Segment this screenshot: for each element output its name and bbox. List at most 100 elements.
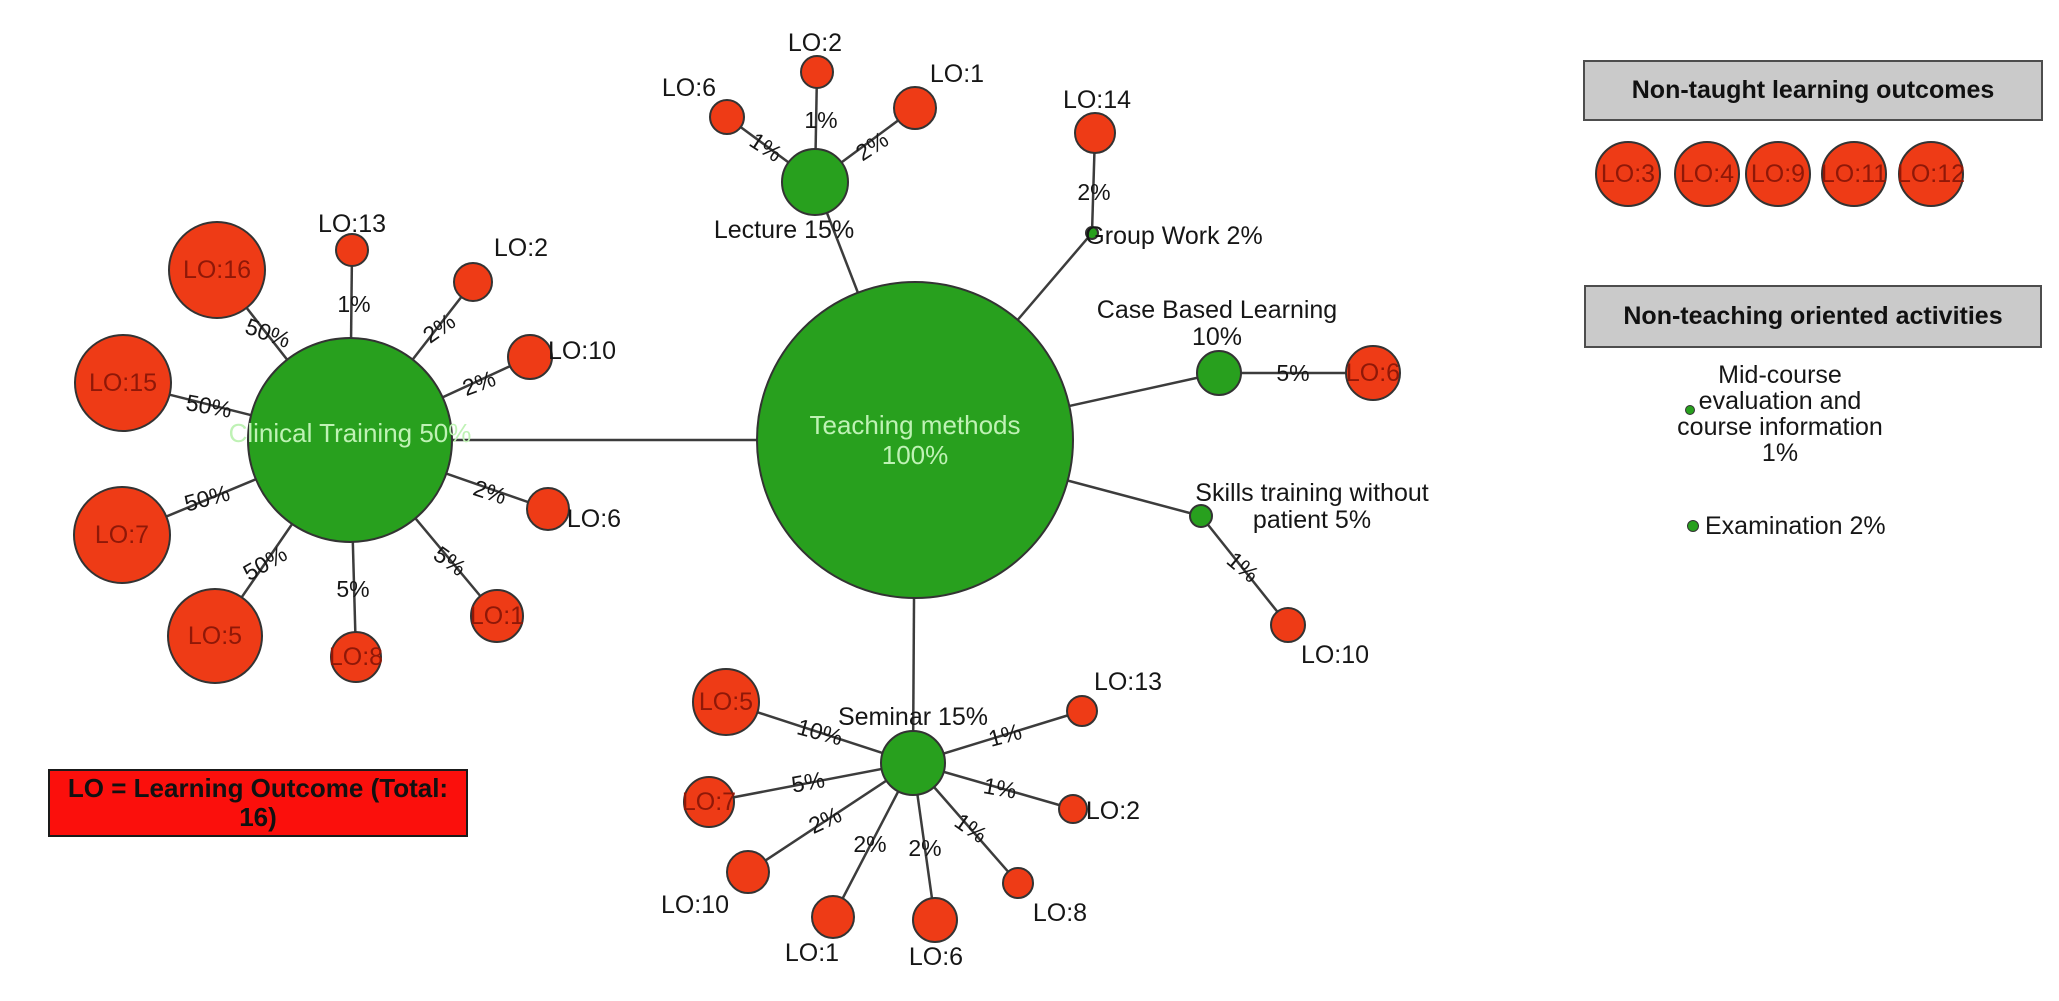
pct-label-skills-lo10: 1% <box>1222 546 1264 587</box>
pct-label-seminar-lo10: 2% <box>804 801 845 839</box>
node-circle-lecture-lo2 <box>800 55 834 89</box>
node-circle-cbl-lo6 <box>1345 345 1401 401</box>
hub-label-seminar-line0: Seminar 15% <box>838 703 988 731</box>
activity-dot-examination <box>1687 520 1699 532</box>
non-teaching-oriented-activities-header: Non-teaching oriented activities <box>1584 285 2042 348</box>
node-circle-seminar-lo10 <box>726 850 770 894</box>
non-taught-circle-lo12 <box>1898 141 1964 207</box>
hub-label-groupwork-line0: Group Work 2% <box>1085 222 1262 250</box>
node-label-lecture-lo6: LO:6 <box>662 74 716 102</box>
pct-label-clinical-lo8: 5% <box>336 576 369 602</box>
node-circle-clinical-lo7 <box>73 486 171 584</box>
node-circle-clinical-lo15 <box>74 334 172 432</box>
node-circle-seminar-lo1 <box>811 895 855 939</box>
node-label-clinical-lo16: LO:16 <box>183 256 251 284</box>
pct-label-seminar-lo6: 2% <box>908 835 941 861</box>
node-label-seminar-lo2: LO:2 <box>1086 797 1140 825</box>
pct-label-seminar-lo1: 2% <box>853 831 886 857</box>
non-taught-label-lo11: LO:11 <box>1821 160 1887 188</box>
node-label-clinical-lo1: LO:1 <box>470 602 524 630</box>
node-label-clinical-lo7: LO:7 <box>95 521 149 549</box>
node-label-clinical-lo13: LO:13 <box>318 210 386 238</box>
activity-label-mid-course-evaluation-line0: Mid-course <box>1718 361 1842 389</box>
pct-label-lecture-lo6: 1% <box>745 127 787 167</box>
hub-circle-cbl <box>1196 350 1242 396</box>
node-circle-seminar-lo8 <box>1002 867 1034 899</box>
node-circle-seminar-lo5 <box>692 668 760 736</box>
node-circle-clinical-lo6 <box>526 487 570 531</box>
node-label-seminar-lo8: LO:8 <box>1033 899 1087 927</box>
edge-skills-lo10 <box>1200 515 1289 626</box>
node-label-clinical-lo15: LO:15 <box>89 369 157 397</box>
hub-circle-groupwork <box>1085 226 1099 240</box>
hub-circle-clinical <box>247 337 453 543</box>
hub-label-cbl-line0: Case Based Learning <box>1097 296 1337 324</box>
node-label-lecture-lo1: LO:1 <box>930 60 984 88</box>
node-circle-lecture-lo1 <box>893 86 937 130</box>
hub-label-teaching-line1: 100% <box>882 440 949 470</box>
pct-label-clinical-lo2: 2% <box>418 308 460 348</box>
hub-label-teaching-line0: Teaching methods <box>809 410 1020 440</box>
pct-label-clinical-lo13: 1% <box>337 291 370 317</box>
node-label-clinical-lo2: LO:2 <box>494 234 548 262</box>
non-taught-label-lo9: LO:9 <box>1751 160 1805 188</box>
node-label-seminar-lo1: LO:1 <box>785 939 839 967</box>
node-label-seminar-lo10: LO:10 <box>661 891 729 919</box>
non-taught-label-lo3: LO:3 <box>1601 160 1655 188</box>
pct-label-seminar-lo7: 5% <box>789 766 826 797</box>
node-label-clinical-lo10: LO:10 <box>548 337 616 365</box>
node-circle-clinical-lo10 <box>507 334 553 380</box>
node-label-seminar-lo6: LO:6 <box>909 943 963 971</box>
hub-circle-teaching <box>756 281 1074 599</box>
pct-label-cbl-lo6: 5% <box>1276 360 1309 386</box>
node-circle-clinical-lo5 <box>167 588 263 684</box>
node-label-clinical-lo5: LO:5 <box>188 622 242 650</box>
non-taught-circle-lo3 <box>1595 141 1661 207</box>
pct-label-clinical-lo6: 2% <box>470 474 510 509</box>
hub-label-skills-line0: Skills training without <box>1195 479 1428 507</box>
non-taught-learning-outcomes-header: Non-taught learning outcomes <box>1583 60 2043 121</box>
pct-label-clinical-lo10: 2% <box>459 365 499 401</box>
activity-label-mid-course-evaluation-line1: evaluation and <box>1699 387 1862 415</box>
pct-label-lecture-lo1: 2% <box>851 126 893 166</box>
node-label-seminar-lo13: LO:13 <box>1094 668 1162 696</box>
pct-label-clinical-lo15: 50% <box>184 389 234 423</box>
node-circle-seminar-lo6 <box>912 897 958 943</box>
activity-dot-mid-course-evaluation <box>1685 405 1695 415</box>
node-circle-clinical-lo1 <box>470 589 524 643</box>
node-circle-clinical-lo8 <box>330 631 382 683</box>
node-label-cbl-lo6: LO:6 <box>1346 359 1400 387</box>
activity-label-examination-line0: Examination 2% <box>1705 512 1886 540</box>
node-label-skills-lo10: LO:10 <box>1301 641 1369 669</box>
pct-label-clinical-lo7: 50% <box>181 479 232 516</box>
node-circle-clinical-lo16 <box>168 221 266 319</box>
node-label-clinical-lo6: LO:6 <box>567 505 621 533</box>
pct-label-clinical-lo5: 50% <box>239 540 292 586</box>
non-taught-label-lo12: LO:12 <box>1897 160 1965 188</box>
pct-label-seminar-lo2: 1% <box>981 772 1018 803</box>
lo-legend-box: LO = Learning Outcome (Total: 16) <box>48 769 468 837</box>
edge-seminar-lo7 <box>708 761 914 804</box>
node-circle-skills-lo10 <box>1270 607 1306 643</box>
node-label-lecture-lo2: LO:2 <box>788 29 842 57</box>
hub-label-cbl-line1: 10% <box>1192 323 1242 351</box>
node-circle-groupwork-lo14 <box>1074 112 1116 154</box>
node-circle-clinical-lo2 <box>453 262 493 302</box>
hub-label-clinical-line0: Clinical Training 50% <box>229 418 472 448</box>
hub-circle-lecture <box>781 148 849 216</box>
node-circle-seminar-lo2 <box>1058 794 1088 824</box>
non-taught-circle-lo4 <box>1674 141 1740 207</box>
hub-label-skills-line1: patient 5% <box>1253 506 1371 534</box>
pct-label-lecture-lo2: 1% <box>804 107 837 133</box>
non-taught-circle-lo11 <box>1821 141 1887 207</box>
node-circle-seminar-lo13 <box>1066 695 1098 727</box>
non-taught-label-lo4: LO:4 <box>1680 160 1734 188</box>
activity-label-mid-course-evaluation-line3: 1% <box>1762 439 1798 467</box>
node-label-groupwork-lo14: LO:14 <box>1063 86 1131 114</box>
pct-label-clinical-lo16: 50% <box>242 313 294 353</box>
non-taught-circle-lo9 <box>1745 141 1811 207</box>
hub-circle-skills <box>1189 504 1213 528</box>
node-circle-lecture-lo6 <box>709 99 745 135</box>
